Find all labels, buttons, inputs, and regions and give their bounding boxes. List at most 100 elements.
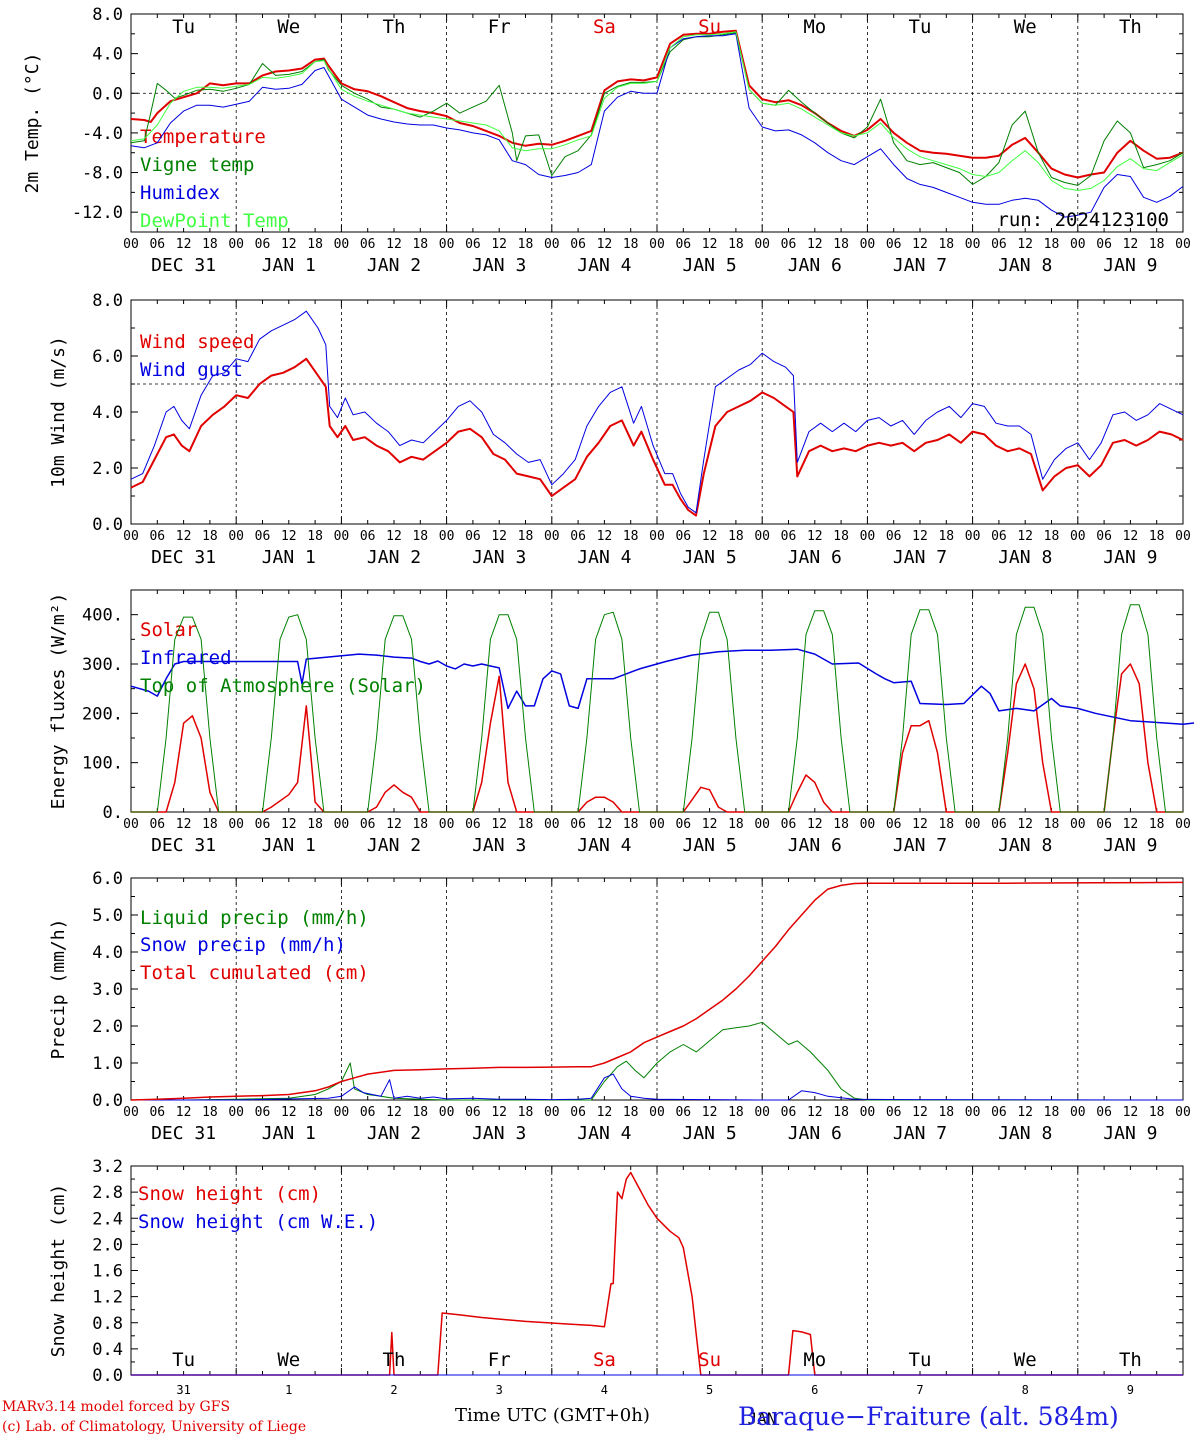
hour-label: 00	[123, 529, 139, 544]
hour-label: 12	[807, 237, 823, 252]
hour-label: 00	[1175, 529, 1191, 544]
hour-label: 12	[912, 529, 928, 544]
y-tick-label: 0.4	[92, 1340, 123, 1360]
hour-label: 06	[570, 237, 586, 252]
day-label: We	[1014, 16, 1037, 38]
series-line-3	[130, 33, 1184, 218]
hour-label: 18	[1044, 817, 1060, 832]
day-label: Th	[383, 1349, 406, 1371]
hour-label: 06	[465, 237, 481, 252]
hour-label: 00	[544, 529, 560, 544]
panel-1: 8.0 4.0 0.0 -4.0 -8.0 -12.0 2m Temp. (°C) Tempe…	[22, 5, 1191, 276]
hour-label: 12	[597, 529, 613, 544]
hour-label: 12	[807, 529, 823, 544]
hour-label: 00	[123, 237, 139, 252]
date-label: JAN 2	[367, 255, 421, 276]
hour-label: 00	[1175, 237, 1191, 252]
hour-label: 06	[255, 529, 271, 544]
hour-label: 06	[465, 529, 481, 544]
y-tick-label: 0.8	[92, 1314, 123, 1334]
date-label: JAN 7	[893, 547, 947, 568]
hour-label: 00	[965, 529, 981, 544]
y-tick-label: 5.0	[92, 906, 123, 926]
hour-label: 18	[518, 817, 534, 832]
y-tick-label: 3.2	[92, 1157, 123, 1177]
day-label: We	[1014, 1349, 1037, 1371]
hour-label: 00	[228, 1105, 244, 1120]
station-name: Baraque−Fraiture (alt. 584m)	[738, 1402, 1119, 1431]
date-label: JAN 2	[367, 1123, 421, 1144]
hour-label: 12	[1017, 1105, 1033, 1120]
hour-label: 18	[728, 817, 744, 832]
hour-label: 06	[360, 529, 376, 544]
hour-label: 06	[360, 237, 376, 252]
hour-label: 06	[781, 529, 797, 544]
date-label: JAN 6	[788, 835, 842, 856]
y-tick-label: 1.2	[92, 1288, 123, 1308]
legend-entry: Snow precip (mm/h)	[140, 934, 346, 956]
day-label: We	[277, 1349, 300, 1371]
hour-label: 00	[754, 237, 770, 252]
panel-4: 6.0 5.0 4.0 3.0 2.0 1.0 0.0 Precip (mm/h) Liquid…	[48, 869, 1191, 1144]
date-label: JAN 5	[683, 547, 737, 568]
hour-label: 06	[149, 529, 165, 544]
y-tick-label: -8.0	[82, 164, 123, 184]
hour-label: 18	[938, 817, 954, 832]
y-tick-label: 2.0	[92, 1235, 123, 1255]
hour-label: 18	[412, 817, 428, 832]
date-label: JAN 1	[262, 835, 316, 856]
hour-label: 18	[623, 529, 639, 544]
hour-label: 18	[1149, 529, 1165, 544]
hour-label: 00	[965, 817, 981, 832]
hour-label: 00	[1175, 817, 1191, 832]
y-tick-label: 2.8	[92, 1183, 123, 1203]
hour-label: 06	[149, 237, 165, 252]
hour-label: 00	[965, 1105, 981, 1120]
hour-label: 00	[649, 529, 665, 544]
hour-label: 12	[281, 1105, 297, 1120]
date-number: 9	[1127, 1383, 1134, 1397]
hour-label: 06	[465, 1105, 481, 1120]
day-label: Sa	[593, 16, 616, 38]
hour-label: 12	[491, 237, 507, 252]
hour-label: 06	[465, 817, 481, 832]
hour-label: 00	[334, 237, 350, 252]
y-tick-label: 1.6	[92, 1262, 123, 1282]
hour-label: 00	[544, 817, 560, 832]
y-tick-label: 4.0	[92, 943, 123, 963]
hour-label: 12	[491, 529, 507, 544]
date-label: JAN 3	[472, 1123, 526, 1144]
date-number: 4	[601, 1383, 608, 1397]
hour-label: 06	[781, 817, 797, 832]
hour-label: 12	[807, 817, 823, 832]
hour-label: 00	[123, 817, 139, 832]
y-axis-label: Precip (mm/h)	[48, 919, 69, 1060]
hour-label: 00	[649, 237, 665, 252]
y-tick-label: 8.0	[92, 5, 123, 25]
hour-label: 18	[938, 1105, 954, 1120]
hour-label: 06	[570, 1105, 586, 1120]
series-line-2	[131, 1073, 1184, 1101]
date-label: JAN 9	[1103, 835, 1157, 856]
hour-label: 00	[860, 529, 876, 544]
date-label: JAN 3	[472, 547, 526, 568]
hour-label: 18	[307, 1105, 323, 1120]
legend-entry: DewPoint Temp	[140, 210, 289, 232]
hour-label: 00	[439, 529, 455, 544]
legend-entry: Top of Atmosphere (Solar)	[140, 675, 426, 697]
hour-label: 12	[176, 237, 192, 252]
date-number: 6	[811, 1383, 818, 1397]
hour-label: 18	[412, 1105, 428, 1120]
hour-label: 00	[439, 237, 455, 252]
hour-label: 12	[281, 817, 297, 832]
date-label: JAN 9	[1103, 1123, 1157, 1144]
hour-label: 12	[702, 529, 718, 544]
y-tick-label: -12.0	[72, 203, 123, 223]
day-label: Tu	[172, 1349, 195, 1371]
hour-label: 06	[675, 1105, 691, 1120]
hour-label: 00	[860, 237, 876, 252]
hour-label: 00	[860, 817, 876, 832]
hour-label: 12	[386, 817, 402, 832]
hour-label: 12	[702, 817, 718, 832]
hour-label: 12	[386, 529, 402, 544]
